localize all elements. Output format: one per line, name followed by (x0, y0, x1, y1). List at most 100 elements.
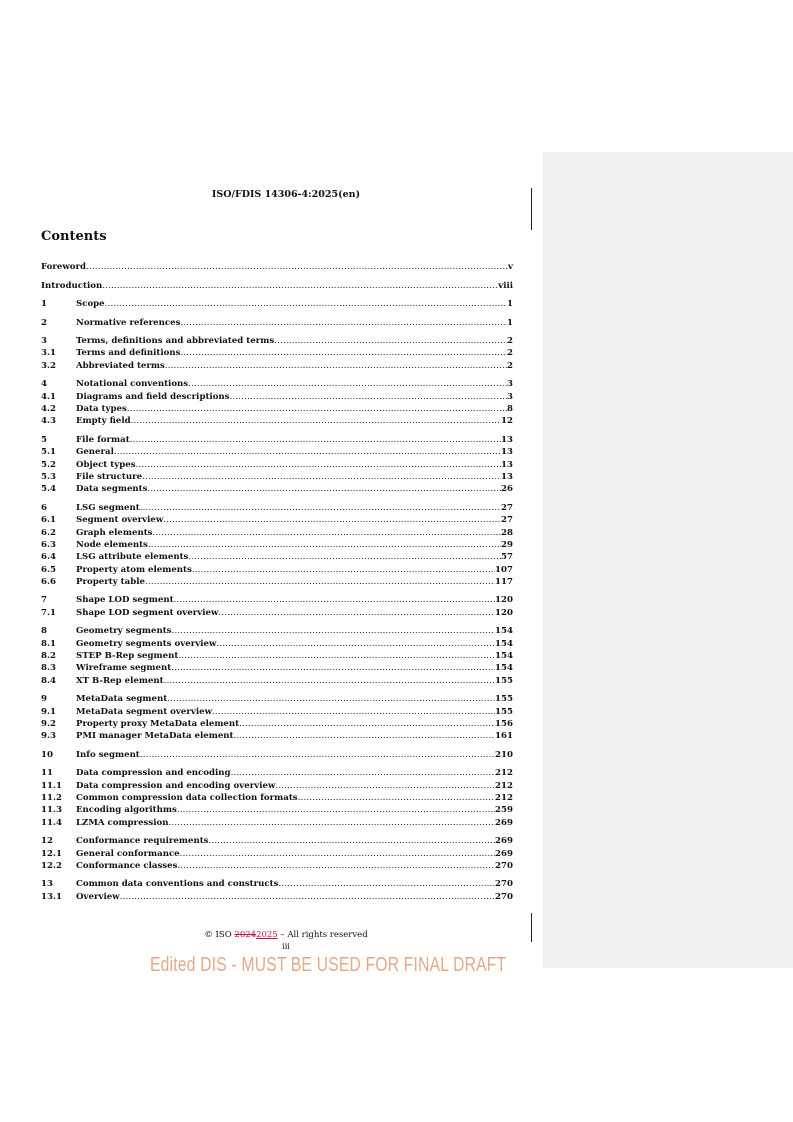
toc-entry-page: 13 (501, 447, 513, 458)
toc-entry[interactable]: 4 Notational conventions 3 (41, 378, 513, 390)
document-id: ISO/FDIS 14306-4:2025(en) (211, 189, 361, 200)
dot-leader (120, 891, 495, 903)
toc-entry-page: 120 (495, 607, 513, 618)
toc-entry[interactable]: 11.2 Common compression data collection f… (41, 792, 513, 804)
dot-leader (140, 502, 501, 514)
dot-leader (180, 347, 507, 359)
toc-entry[interactable]: 5.2 Object types 13 (41, 459, 513, 471)
toc-entry[interactable]: 6.2 Graph elements 28 (41, 527, 513, 539)
toc-entry[interactable]: 13.1 Overview 270 (41, 891, 513, 903)
toc-entry-page: 1 (507, 299, 513, 310)
toc-entry[interactable]: 12.1 General conformance 269 (41, 848, 513, 860)
toc-entry[interactable]: 6.4 LSG attribute elements 57 (41, 551, 513, 563)
change-bar (531, 913, 532, 942)
toc-entry[interactable]: 6.3 Node elements 29 (41, 539, 513, 551)
toc-entry[interactable]: 10 Info segment 210 (41, 749, 513, 761)
toc-entry[interactable]: 12.2 Conformance classes 270 (41, 860, 513, 872)
dot-leader (274, 335, 507, 347)
toc-entry[interactable]: Introduction viii (41, 280, 513, 292)
toc-entry-page: 13 (501, 434, 513, 445)
toc-entry-title: Conformance classes (76, 860, 178, 871)
toc-entry[interactable]: 4.1 Diagrams and field descriptions 3 (41, 391, 513, 403)
toc-entry[interactable]: 9.1 MetaData segment overview 155 (41, 706, 513, 718)
toc-entry-number: 10 (41, 749, 53, 760)
toc-entry[interactable]: 5.4 Data segments 26 (41, 483, 513, 495)
toc-entry-page: 117 (495, 576, 513, 587)
toc-entry[interactable]: 8.4 XT B-Rep element 155 (41, 675, 513, 687)
dot-leader (168, 817, 495, 829)
toc-entry-page: 8 (507, 404, 513, 415)
toc-entry-title: Abbreviated terms (76, 360, 165, 371)
toc-entry[interactable]: 9.2 Property proxy MetaData element 156 (41, 718, 513, 730)
dot-leader (171, 662, 495, 674)
dot-leader (153, 527, 502, 539)
dot-leader (209, 835, 496, 847)
toc-entry-number: 3 (41, 336, 47, 347)
toc-entry[interactable]: 8.1 Geometry segments overview 154 (41, 638, 513, 650)
toc-entry[interactable]: 13 Common data conventions and constructs… (41, 878, 513, 890)
toc-entry-number: 4.3 (41, 416, 56, 427)
toc-entry[interactable]: 5.1 General 13 (41, 446, 513, 458)
inserted-year: 2025 (256, 930, 278, 940)
toc-entry[interactable]: 9.3 PMI manager MetaData element 161 (41, 730, 513, 742)
toc-entry[interactable]: 6.6 Property table 117 (41, 576, 513, 588)
toc-entry[interactable]: 11.3 Encoding algorithms 259 (41, 804, 513, 816)
toc-entry-title: Conformance requirements (76, 836, 209, 847)
toc-entry-title: Graph elements (76, 527, 153, 538)
dot-leader (180, 317, 507, 329)
toc-entry[interactable]: 6.1 Segment overview 27 (41, 514, 513, 526)
dot-leader (148, 539, 501, 551)
toc-entry[interactable]: 3.1 Terms and definitions 2 (41, 347, 513, 359)
toc-entry-title: Property atom elements (76, 564, 192, 575)
toc-entry[interactable]: 7.1 Shape LOD segment overview 120 (41, 607, 513, 619)
toc-entry-title: Property proxy MetaData element (76, 718, 240, 729)
toc-entry-title: Normative references (76, 317, 181, 328)
toc-entry[interactable]: 4.3 Empty field 12 (41, 415, 513, 427)
dot-leader (192, 564, 495, 576)
toc-entry[interactable]: 3.2 Abbreviated terms 2 (41, 360, 513, 372)
dot-leader (142, 471, 501, 483)
toc-group: Foreword v (41, 261, 513, 273)
toc-entry[interactable]: 11.4 LZMA compression 269 (41, 817, 513, 829)
toc-entry-page: 212 (495, 780, 513, 791)
toc-entry[interactable]: 7 Shape LOD segment 120 (41, 594, 513, 606)
toc-entry[interactable]: 9 MetaData segment 155 (41, 693, 513, 705)
toc-entry[interactable]: 8.2 STEP B-Rep segment 154 (41, 650, 513, 662)
toc-entry-number: 3.1 (41, 348, 56, 359)
toc-entry[interactable]: 3 Terms, definitions and abbreviated term… (41, 335, 513, 347)
toc-entry-title: PMI manager MetaData element (76, 731, 234, 742)
contents-title: Contents (41, 229, 107, 244)
toc-group: 4 Notational conventions 3 4.1 Diagrams and … (41, 378, 513, 427)
toc-entry-page: 3 (507, 391, 513, 402)
toc-entry-page: 1 (507, 317, 513, 328)
toc-entry[interactable]: 5 File format 13 (41, 434, 513, 446)
change-bar (531, 188, 532, 230)
toc-entry-title: STEP B-Rep segment (76, 650, 179, 661)
toc-entry-title: Node elements (76, 539, 148, 550)
toc-entry[interactable]: 8 Geometry segments 154 (41, 625, 513, 637)
toc-entry[interactable]: 5.3 File structure 13 (41, 471, 513, 483)
toc-entry-title: LSG segment (76, 502, 140, 513)
toc-entry-number: 6 (41, 502, 47, 513)
toc-entry-number: 4.2 (41, 404, 56, 415)
toc-entry[interactable]: 11.1 Data compression and encoding overvi… (41, 780, 513, 792)
toc-entry-title: Geometry segments (76, 626, 172, 637)
toc-entry[interactable]: 4.2 Data types 8 (41, 403, 513, 415)
dot-leader (130, 434, 501, 446)
toc-entry-title: Overview (76, 891, 120, 902)
toc-entry-title: Encoding algorithms (76, 805, 177, 816)
toc-entry[interactable]: 11 Data compression and encoding 212 (41, 767, 513, 779)
toc-entry[interactable]: 2 Normative references 1 (41, 317, 513, 329)
toc-entry[interactable]: Foreword v (41, 261, 513, 273)
toc-entry[interactable]: 12 Conformance requirements 269 (41, 835, 513, 847)
toc-entry-title: Data types (76, 404, 127, 415)
toc-entry[interactable]: 6.5 Property atom elements 107 (41, 564, 513, 576)
toc-entry-page: 27 (501, 515, 513, 526)
toc-entry[interactable]: 8.3 Wireframe segment 154 (41, 662, 513, 674)
dot-leader (278, 878, 495, 890)
toc-entry-page: 210 (495, 749, 513, 760)
toc-entry[interactable]: 1 Scope 1 (41, 298, 513, 310)
toc-entry[interactable]: 6 LSG segment 27 (41, 502, 513, 514)
dot-leader (231, 767, 495, 779)
toc-entry-page: 28 (501, 527, 513, 538)
